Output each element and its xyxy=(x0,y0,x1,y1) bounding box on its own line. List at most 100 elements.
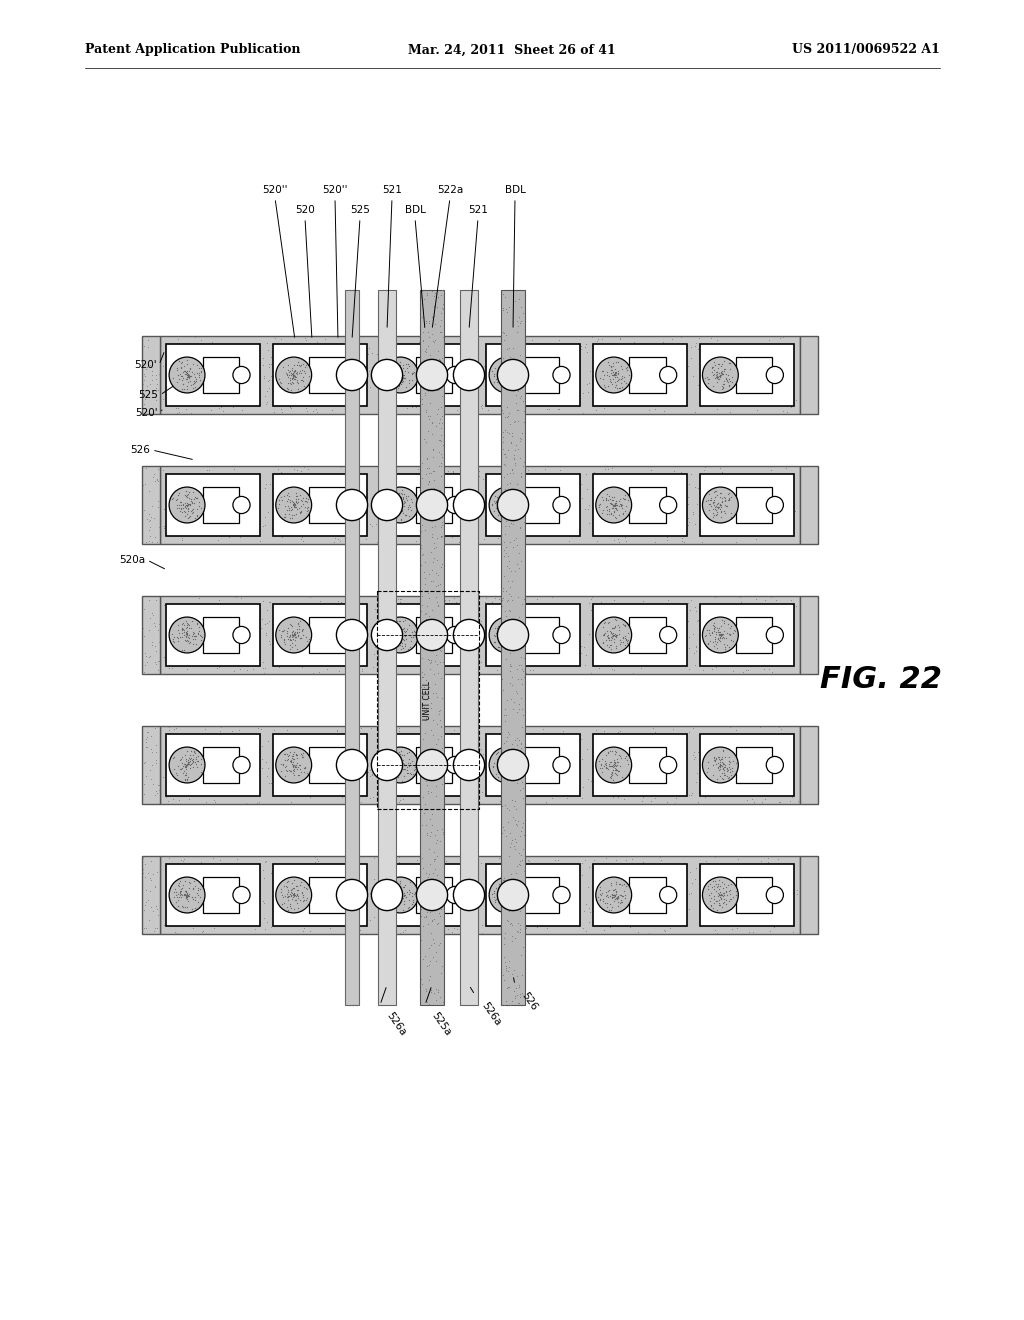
Point xyxy=(146,387,163,408)
Point xyxy=(473,923,489,944)
Point xyxy=(285,368,301,389)
Point xyxy=(390,496,407,517)
Point xyxy=(703,356,720,378)
Point xyxy=(508,480,524,502)
Point xyxy=(547,475,563,496)
Circle shape xyxy=(489,356,525,393)
Point xyxy=(201,771,217,792)
Point xyxy=(490,747,507,768)
Point xyxy=(415,746,431,767)
Point xyxy=(508,746,524,767)
Point xyxy=(635,751,651,772)
Point xyxy=(371,594,387,615)
Point xyxy=(506,454,522,475)
Point xyxy=(178,755,195,776)
Point xyxy=(603,764,620,785)
Point xyxy=(711,895,727,916)
Point xyxy=(293,627,309,648)
Point xyxy=(492,746,508,767)
Point xyxy=(766,620,782,642)
Point xyxy=(375,862,391,883)
Point xyxy=(341,590,357,611)
Point xyxy=(698,762,715,783)
Point xyxy=(714,379,730,400)
Point xyxy=(164,878,180,899)
Point xyxy=(304,475,321,496)
Point xyxy=(392,488,409,510)
Point xyxy=(388,888,404,909)
Point xyxy=(395,620,412,642)
Point xyxy=(496,887,512,908)
Point xyxy=(476,511,493,532)
Point xyxy=(708,487,724,508)
Point xyxy=(175,746,191,767)
Point xyxy=(587,462,603,483)
Point xyxy=(612,634,629,655)
Point xyxy=(430,729,446,750)
Point xyxy=(616,500,633,521)
Point xyxy=(781,644,798,665)
Point xyxy=(508,620,524,642)
Point xyxy=(642,752,658,774)
Point xyxy=(316,384,333,405)
Point xyxy=(411,459,427,480)
Point xyxy=(256,367,272,388)
Point xyxy=(715,741,731,762)
Point xyxy=(591,602,607,623)
Point xyxy=(397,504,414,525)
Point xyxy=(170,484,186,506)
Point xyxy=(385,341,401,362)
Point xyxy=(506,748,522,770)
Point xyxy=(184,492,201,513)
Point xyxy=(777,458,794,479)
Point xyxy=(291,615,307,636)
Text: 525: 525 xyxy=(138,389,158,400)
Point xyxy=(727,620,743,642)
Point xyxy=(426,470,442,491)
Point xyxy=(179,364,196,385)
Point xyxy=(168,891,184,912)
Point xyxy=(601,355,617,376)
Point xyxy=(278,520,294,541)
Point xyxy=(428,528,444,549)
Point xyxy=(418,573,434,594)
Point xyxy=(708,495,724,516)
Point xyxy=(487,491,504,512)
Point xyxy=(680,610,696,631)
Point xyxy=(194,362,210,383)
Point xyxy=(617,630,634,651)
Point xyxy=(705,871,721,892)
Point xyxy=(502,616,518,638)
Point xyxy=(234,470,251,491)
Point xyxy=(343,595,359,616)
Point xyxy=(721,375,737,396)
Point xyxy=(432,309,449,330)
Point xyxy=(419,987,435,1008)
Point xyxy=(378,362,394,383)
Point xyxy=(423,462,439,483)
Point xyxy=(286,624,302,645)
Point xyxy=(434,297,451,318)
Point xyxy=(380,630,396,651)
Point xyxy=(425,438,441,459)
Point xyxy=(381,887,397,908)
Point xyxy=(387,880,403,902)
Point xyxy=(276,379,293,400)
Point xyxy=(197,594,213,615)
Point xyxy=(190,467,207,488)
Point xyxy=(700,619,717,640)
Point xyxy=(420,364,436,385)
Point xyxy=(499,744,515,766)
Point xyxy=(520,850,537,871)
Point xyxy=(391,626,408,647)
Point xyxy=(701,385,718,407)
Point xyxy=(495,504,511,525)
Point xyxy=(700,632,717,653)
Point xyxy=(705,363,721,384)
Point xyxy=(304,401,321,422)
Point xyxy=(140,721,157,742)
Point xyxy=(387,886,403,907)
Point xyxy=(255,859,271,880)
Point xyxy=(413,286,429,308)
Point xyxy=(321,507,337,528)
